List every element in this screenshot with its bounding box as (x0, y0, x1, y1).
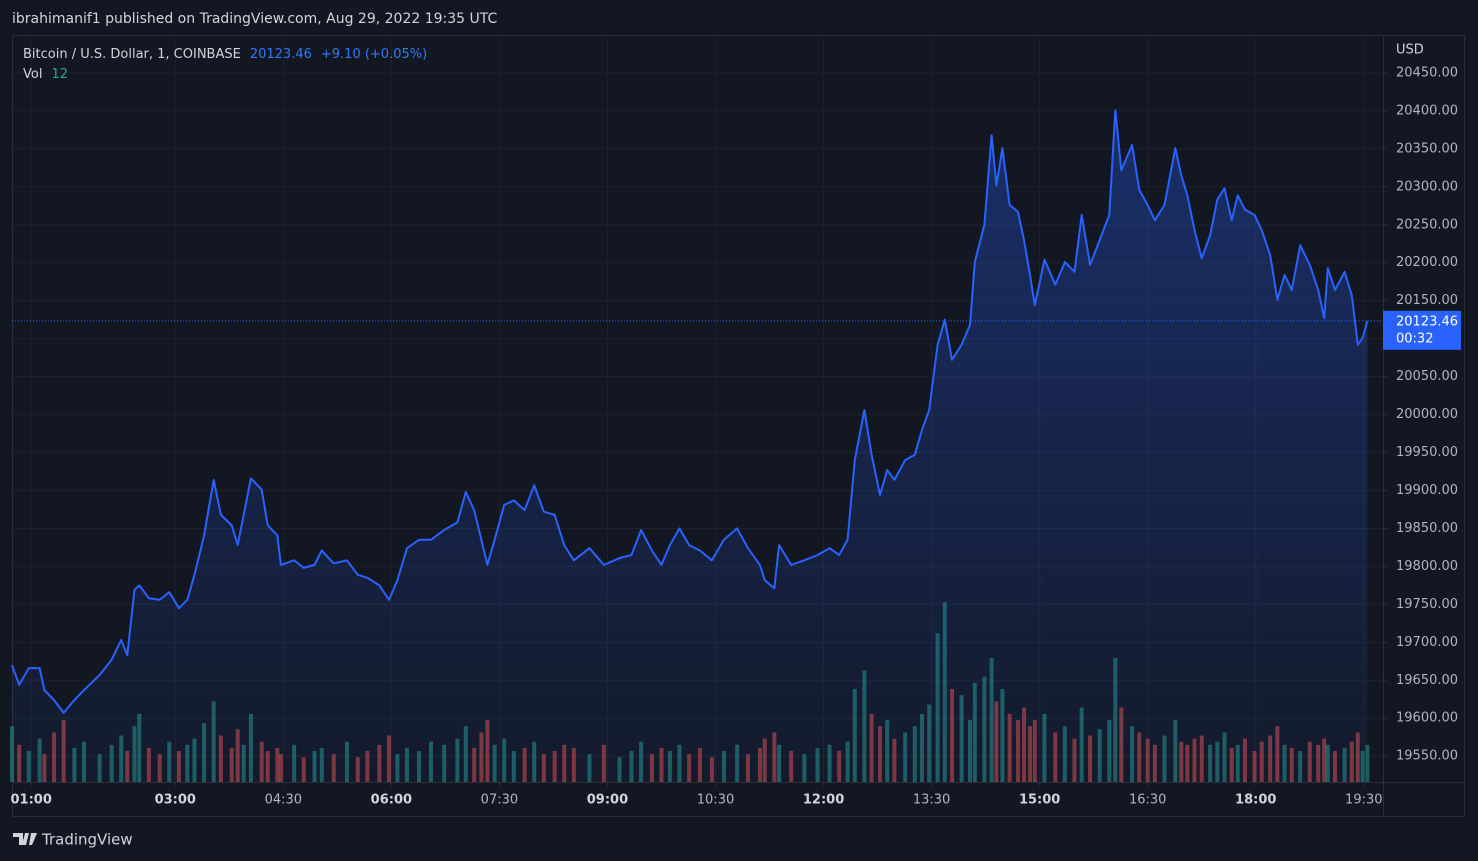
axes: 19550.00 19600.00 19650.00 19700.00 19750.00… (11, 65, 1461, 808)
currency-label: USD (1396, 43, 1424, 58)
y-tick-label: 19750.00 (1396, 597, 1458, 612)
price-change: +9.10 (+0.05%) (321, 47, 427, 62)
y-tick-label: 20200.00 (1396, 255, 1458, 270)
y-tick-label: 20350.00 (1396, 141, 1458, 156)
countdown: 00:32 (1396, 331, 1433, 346)
y-tick-label: 20400.00 (1396, 103, 1458, 118)
y-tick-label: 19900.00 (1396, 483, 1458, 498)
x-tick-label: 18:00 (1235, 793, 1276, 808)
x-tick-label: 12:00 (803, 793, 844, 808)
x-tick-label: 09:00 (587, 793, 628, 808)
y-tick-label: 19550.00 (1396, 749, 1458, 764)
y-tick-label: 20300.00 (1396, 179, 1458, 194)
y-tick-label: 20050.00 (1396, 369, 1458, 384)
x-tick-label: 01:00 (11, 793, 52, 808)
chart-frame (12, 35, 1465, 817)
x-tick-label: 06:00 (371, 793, 412, 808)
x-tick-label: 10:30 (697, 793, 734, 808)
y-tick-label: 19600.00 (1396, 711, 1458, 726)
brand: TradingView (41, 831, 133, 849)
y-tick-label: 19850.00 (1396, 521, 1458, 536)
publisher-line: ibrahimanif1 published on TradingView.co… (12, 11, 497, 27)
x-tick-label: 07:30 (481, 793, 518, 808)
volume-legend: Vol 12 (23, 67, 68, 82)
x-tick-label: 13:30 (913, 793, 950, 808)
y-tick-label: 20450.00 (1396, 65, 1458, 80)
volume-label: Vol (23, 67, 42, 82)
legend-line: Bitcoin / U.S. Dollar, 1, COINBASE 20123.… (23, 47, 427, 62)
area-fill (12, 110, 1368, 782)
y-tick-label: 19650.00 (1396, 673, 1458, 688)
logo-icon (13, 833, 37, 845)
plot (11, 109, 1383, 782)
y-tick-label: 19950.00 (1396, 445, 1458, 460)
x-tick-label: 15:00 (1019, 793, 1060, 808)
last-price-label: 20123.46 (1396, 314, 1458, 329)
y-tick-label: 19700.00 (1396, 635, 1458, 650)
y-tick-label: 20150.00 (1396, 293, 1458, 308)
x-tick-label: 03:00 (155, 793, 196, 808)
last-price-box (1383, 310, 1461, 350)
symbol-title: Bitcoin / U.S. Dollar, 1, COINBASE (23, 47, 241, 62)
price-line (11, 109, 1369, 714)
y-tick-label: 20000.00 (1396, 407, 1458, 422)
y-tick-label: 20250.00 (1396, 217, 1458, 232)
x-tick-label: 19:30 (1345, 793, 1382, 808)
x-tick-label: 16:30 (1129, 793, 1166, 808)
y-tick-label: 19800.00 (1396, 559, 1458, 574)
x-tick-label: 04:30 (265, 793, 302, 808)
volume-last: 12 (51, 67, 68, 82)
footer-logo: TradingView (13, 831, 133, 849)
last-price: 20123.46 (250, 47, 312, 62)
